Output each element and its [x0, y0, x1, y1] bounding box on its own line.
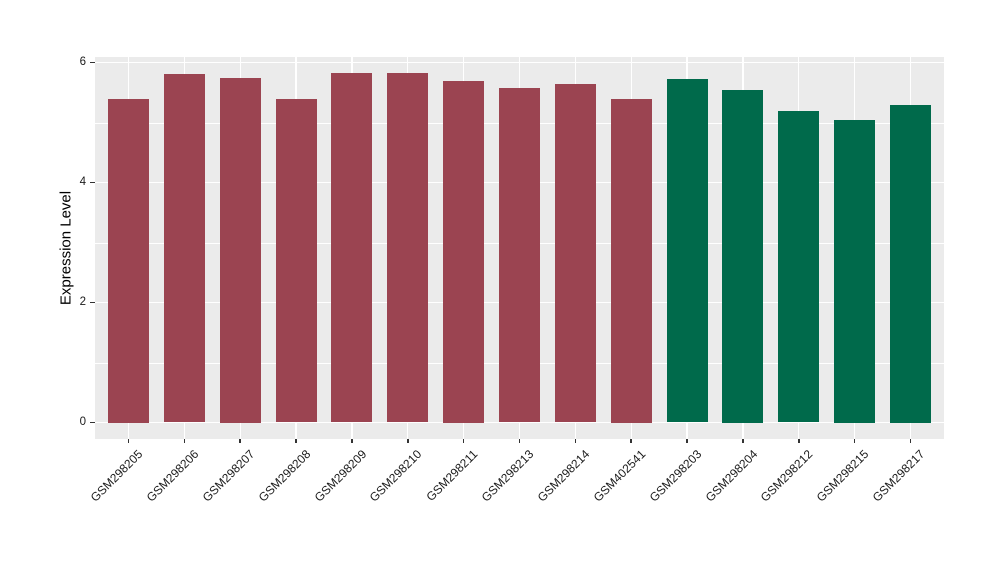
- x-tick-label: GSM298204: [702, 447, 760, 505]
- x-tick-mark: [183, 439, 186, 443]
- x-tick-mark: [853, 439, 856, 443]
- bar-GSM298207: [219, 77, 261, 423]
- bar-GSM298204: [722, 89, 764, 423]
- x-tick-mark: [686, 439, 688, 443]
- bar-GSM298217: [889, 104, 931, 423]
- x-tick-label: GSM298211: [423, 447, 481, 504]
- bar-GSM298215: [834, 119, 876, 423]
- x-tick-label: GSM298212: [758, 447, 816, 505]
- bar-GSM298211: [443, 80, 485, 423]
- x-tick-mark: [630, 439, 632, 443]
- x-tick-mark: [351, 439, 353, 443]
- x-tick-label: GSM402541: [590, 447, 649, 505]
- x-tick-mark: [518, 439, 521, 443]
- bar-GSM298209: [331, 73, 373, 423]
- x-tick-label: GSM298208: [255, 447, 313, 505]
- x-tick-label: GSM298203: [646, 447, 704, 505]
- y-tick-mark: [90, 181, 95, 184]
- x-tick-mark: [798, 439, 800, 443]
- bar-GSM298208: [275, 99, 317, 423]
- x-tick-label: GSM298210: [367, 447, 425, 505]
- x-tick-label: GSM298213: [478, 447, 537, 505]
- x-tick-label: GSM298214: [534, 447, 593, 505]
- bar-GSM298213: [499, 87, 540, 423]
- x-tick-mark: [909, 439, 912, 443]
- x-tick-mark: [574, 439, 577, 443]
- x-tick-mark: [742, 439, 744, 443]
- bar-GSM298203: [666, 79, 708, 423]
- y-axis-title: Expression Level: [57, 190, 75, 306]
- bar-GSM298214: [554, 84, 596, 423]
- major-gridline: [95, 421, 944, 424]
- bar-GSM298206: [163, 73, 205, 423]
- bar-GSM298210: [387, 73, 429, 423]
- x-tick-mark: [462, 439, 465, 443]
- x-tick-mark: [407, 439, 409, 443]
- x-tick-label: GSM298217: [869, 447, 928, 505]
- x-tick-label: GSM298209: [311, 447, 369, 505]
- plot-panel: [95, 57, 944, 439]
- y-tick-mark: [90, 61, 95, 64]
- x-tick-mark: [239, 439, 241, 443]
- x-tick-label: GSM298207: [199, 447, 258, 505]
- y-tick-label: 4: [79, 175, 86, 188]
- y-tick-mark: [90, 421, 95, 424]
- x-tick-label: GSM298205: [87, 447, 146, 505]
- bar-GSM402541: [610, 98, 652, 423]
- y-tick-label: 6: [79, 55, 86, 68]
- bar-GSM298205: [108, 98, 149, 423]
- x-tick-mark: [295, 439, 297, 443]
- y-tick-label: 0: [79, 415, 86, 428]
- major-gridline: [95, 61, 944, 64]
- bar-GSM298212: [778, 111, 820, 423]
- y-tick-mark: [90, 301, 95, 304]
- y-tick-label: 2: [79, 295, 86, 308]
- x-tick-label: GSM298215: [813, 447, 872, 505]
- x-tick-label: GSM298206: [143, 447, 202, 505]
- x-tick-mark: [127, 439, 130, 443]
